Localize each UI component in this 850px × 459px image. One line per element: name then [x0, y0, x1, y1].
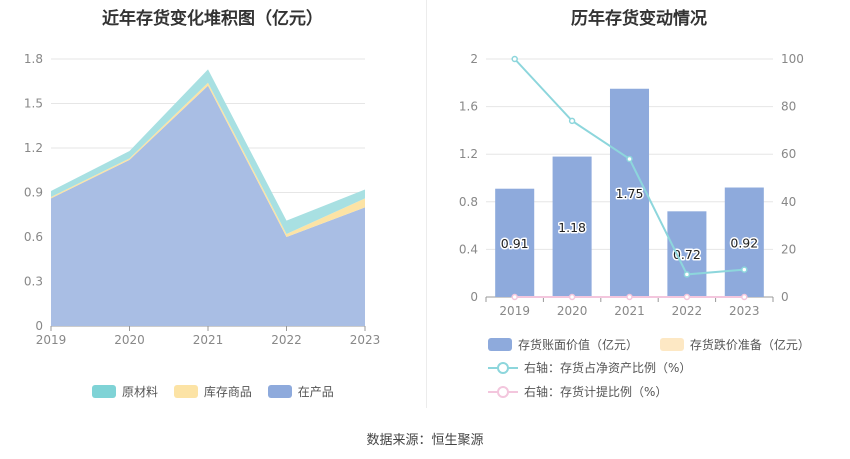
bar-data-label: 0.92 — [730, 235, 758, 250]
bar-book-value — [552, 156, 592, 297]
y-tick-label: 1.5 — [24, 97, 43, 111]
x-tick-label: 2019 — [499, 304, 530, 318]
data-source-note: 数据来源：恒生聚源 — [366, 433, 484, 448]
line-point-2 — [568, 117, 576, 125]
y-right-tick-label: 60 — [781, 147, 796, 161]
y-tick-label: 0.9 — [24, 186, 43, 200]
legend-item-impairment[interactable]: 存货跌价准备（亿元） — [659, 336, 810, 353]
x-tick-label: 2023 — [350, 333, 381, 347]
line-point-3 — [741, 293, 748, 301]
legend-swatch-book-value — [488, 338, 512, 351]
left-chart-title: 近年存货变化堆积图（亿元） — [102, 9, 323, 29]
x-tick-label: 2022 — [672, 304, 703, 318]
y-right-tick-label: 80 — [781, 100, 796, 114]
bar-book-value — [724, 187, 764, 297]
line-point-3 — [683, 293, 691, 301]
right-chart-panel: 历年存货变动情况 0 0.4 0.8 1.2 1.6 2 0 20 40 60 80 100 2019 2… — [428, 0, 850, 420]
y-tick-label: 1.2 — [24, 141, 43, 155]
legend-label-wip: 在产品 — [297, 385, 334, 399]
line-point-3 — [511, 293, 518, 301]
y-tick-label: 1.8 — [24, 52, 43, 66]
left-legend: 原材料 库存商品 在产品 — [92, 383, 334, 401]
y-left-tick-label: 0.4 — [459, 242, 478, 256]
y-right-tick-label: 40 — [781, 195, 796, 209]
right-legend-row-2: 右轴：存货占净资产比例（%） — [488, 359, 691, 378]
x-tick-label: 2020 — [557, 304, 588, 318]
y-right-tick-label: 20 — [781, 242, 796, 256]
legend-item-raw-material[interactable]: 原材料 — [92, 383, 158, 400]
y-tick-label: 0.6 — [24, 230, 43, 244]
legend-item-book-value[interactable]: 存货账面价值（亿元） — [488, 336, 638, 353]
x-tick-label: 2019 — [36, 333, 67, 347]
x-tick-label: 2022 — [271, 333, 302, 347]
bar-book-value — [495, 188, 535, 297]
legend-swatch-impairment — [659, 338, 684, 351]
legend-label-impairment: 存货跌价准备（亿元） — [689, 338, 810, 352]
panel-divider — [426, 0, 427, 408]
legend-swatch-raw-material — [92, 385, 116, 398]
legend-line-icon-provision-ratio — [488, 385, 518, 399]
legend-label-finished-goods: 库存商品 — [203, 385, 252, 399]
bar-data-label: 1.18 — [558, 220, 586, 235]
right-chart-title: 历年存货变动情况 — [571, 9, 707, 29]
y-left-tick-label: 2 — [470, 52, 478, 66]
legend-label-raw-material: 原材料 — [122, 385, 159, 399]
y-left-tick-label: 0.8 — [459, 195, 478, 209]
legend-label-book-value: 存货账面价值（亿元） — [518, 338, 639, 352]
line-point-3 — [568, 293, 576, 301]
legend-line-icon-net-asset-ratio — [488, 361, 518, 375]
y-right-tick-label: 0 — [781, 290, 789, 304]
legend-swatch-finished-goods — [173, 385, 198, 398]
x-tick-label: 2023 — [729, 304, 760, 318]
left-chart-panel: 近年存货变化堆积图（亿元） 0 0.3 0.6 0.9 1.2 1.5 1.8 2019 202… — [0, 0, 425, 420]
legend-label-net-asset-ratio: 右轴：存货占净资产比例（%） — [524, 361, 692, 375]
y-left-tick-label: 0 — [470, 290, 478, 304]
legend-swatch-wip — [267, 385, 292, 398]
x-tick-label: 2020 — [114, 333, 145, 347]
bar-book-value — [667, 211, 707, 297]
right-legend-row-3: 右轴：存货计提比例（%） — [488, 383, 667, 402]
x-tick-label: 2021 — [614, 304, 645, 318]
line-point-2 — [741, 266, 748, 273]
right-legend-row-1: 存货账面价值（亿元） 存货跌价准备（亿元） — [488, 336, 810, 354]
x-tick-label: 2021 — [193, 333, 224, 347]
line-point-2 — [511, 55, 518, 63]
bar-data-label: 0.91 — [501, 236, 529, 251]
stacked-area-chart: 0 0.3 0.6 0.9 1.2 1.5 1.8 2019 2020 2021 2022 2023 — [24, 52, 381, 347]
y-tick-label: 0.3 — [24, 275, 43, 289]
line-point-2 — [626, 155, 633, 163]
y-left-tick-label: 1.2 — [459, 147, 478, 161]
legend-item-finished-goods[interactable]: 库存商品 — [173, 383, 252, 400]
line-point-2 — [683, 271, 691, 278]
y-tick-label: 0 — [35, 319, 43, 333]
y-right-tick-label: 100 — [781, 52, 804, 66]
bar-book-value — [609, 88, 650, 297]
y-left-tick-label: 1.6 — [459, 100, 478, 114]
area-series-0 — [51, 85, 365, 326]
line-point-3 — [626, 293, 633, 301]
legend-item-wip[interactable]: 在产品 — [267, 383, 334, 400]
legend-item-net-asset-ratio[interactable]: 右轴：存货占净资产比例（%） — [488, 359, 691, 376]
bar-data-label: 1.75 — [616, 186, 644, 201]
legend-label-provision-ratio: 右轴：存货计提比例（%） — [524, 385, 668, 399]
legend-item-provision-ratio[interactable]: 右轴：存货计提比例（%） — [488, 383, 667, 400]
